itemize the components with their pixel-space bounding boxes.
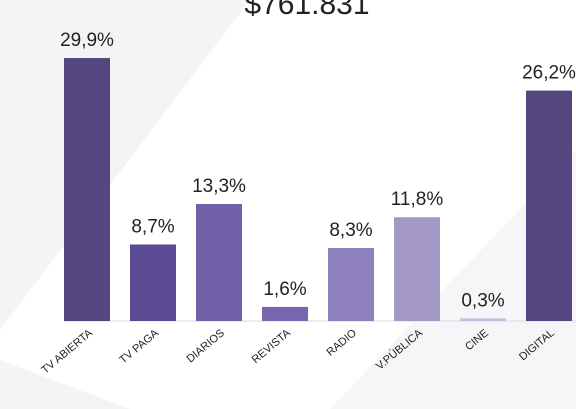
value-label: 29,9% (60, 30, 114, 51)
value-label: 13,3% (192, 176, 246, 197)
value-label: 8,7% (131, 216, 174, 237)
bar (196, 204, 242, 321)
x-tick-label: RADIO (325, 327, 360, 359)
x-tick-label: REVISTA (250, 327, 294, 366)
background-shape (330, 150, 576, 409)
bar (130, 244, 176, 321)
x-tick-label: DIARIOS (185, 327, 227, 365)
background-shape (0, 0, 250, 330)
background-shape (0, 360, 130, 409)
bar (328, 248, 374, 321)
bar (394, 217, 440, 321)
value-label: 0,3% (461, 290, 504, 311)
value-label: 26,2% (522, 63, 576, 84)
x-tick-label: TV PAGA (117, 327, 161, 367)
bar (460, 318, 506, 321)
bar (64, 58, 110, 322)
bar (262, 306, 308, 321)
bar (526, 90, 572, 322)
chart-title: $761.831 (244, 0, 369, 21)
value-label: 1,6% (263, 279, 306, 300)
value-label: 11,8% (391, 189, 444, 210)
value-label: 8,3% (329, 220, 372, 241)
x-tick-label: TV ABIERTA (39, 327, 95, 377)
